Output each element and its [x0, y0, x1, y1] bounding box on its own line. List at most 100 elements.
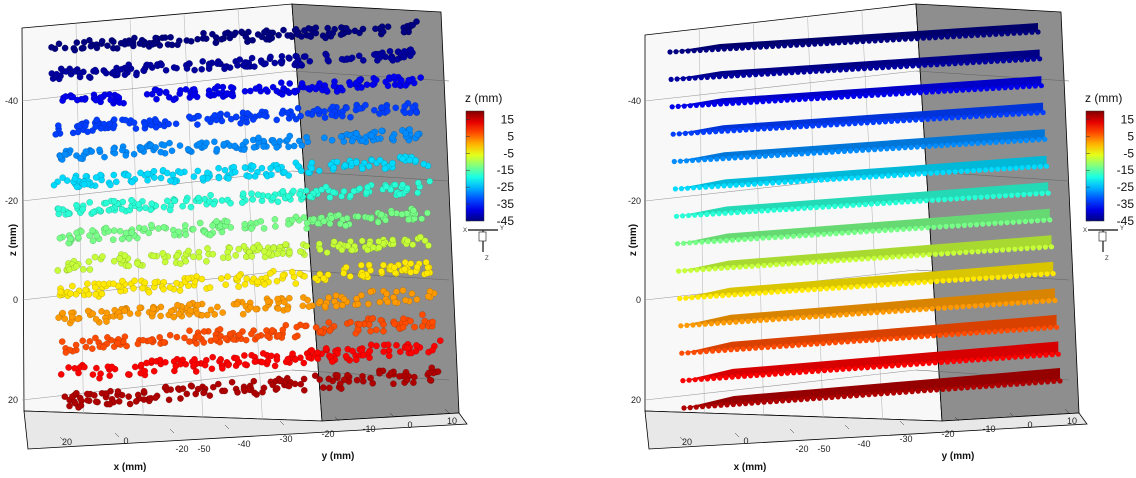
particle: [984, 86, 990, 92]
particle: [182, 361, 190, 368]
particle: [404, 237, 411, 245]
particle: [1029, 326, 1035, 332]
particle: [708, 156, 714, 162]
particle: [131, 363, 139, 371]
particle: [86, 73, 93, 81]
particle: [429, 318, 436, 326]
particle: [935, 305, 941, 311]
particle: [777, 207, 783, 213]
particle: [206, 284, 214, 291]
particle: [966, 87, 972, 93]
particle: [220, 140, 228, 148]
particle: [177, 260, 184, 267]
particle: [786, 397, 792, 404]
grid-line-vertical: [807, 16, 824, 418]
particle: [823, 149, 829, 156]
particle: [62, 349, 70, 356]
particle: [1014, 84, 1020, 90]
particle: [57, 371, 65, 378]
particle-layer: [680, 341, 1061, 384]
particle: [1030, 137, 1036, 143]
particle: [360, 351, 367, 359]
particle: [121, 41, 128, 48]
particle: [885, 173, 891, 179]
particle: [398, 77, 405, 85]
particle: [203, 139, 210, 147]
particle: [808, 96, 814, 102]
particle: [745, 45, 751, 51]
particle: [233, 355, 240, 362]
particle: [908, 36, 914, 42]
particle: [940, 278, 946, 284]
particle: [128, 178, 136, 186]
particle: [271, 216, 279, 223]
particle: [848, 39, 854, 45]
particle: [264, 298, 272, 305]
x-tick-label: 0: [123, 436, 128, 446]
particle: [790, 97, 796, 103]
particle: [849, 66, 855, 72]
particle: [365, 261, 373, 269]
y-tick-label: -30: [899, 434, 912, 444]
particle: [808, 341, 814, 347]
particle: [209, 250, 217, 258]
particle: [672, 186, 678, 192]
particle: [943, 223, 949, 230]
particle: [830, 176, 837, 182]
particle: [402, 296, 409, 304]
particle: [679, 350, 685, 356]
colorbar-tick-label: -15: [1117, 163, 1135, 177]
particle: [164, 197, 171, 205]
triad-box: [1098, 231, 1107, 242]
particle: [951, 142, 957, 148]
particle: [853, 256, 859, 263]
particle: [839, 339, 845, 345]
particle: [407, 52, 414, 60]
particle: [106, 372, 113, 379]
particle: [335, 211, 342, 219]
particle: [303, 242, 310, 250]
particle: [706, 266, 712, 272]
particle: [58, 338, 66, 345]
particle: [66, 402, 73, 410]
particle: [704, 211, 710, 217]
particle: [91, 392, 98, 399]
particle: [312, 29, 320, 37]
particle: [286, 294, 293, 302]
particle: [86, 37, 93, 44]
particle: [194, 121, 201, 128]
particle: [1010, 111, 1016, 117]
particle: [929, 89, 935, 95]
particle: [100, 280, 108, 288]
particle: [257, 218, 265, 225]
particle: [397, 348, 404, 355]
particle: [152, 124, 160, 131]
particle: [683, 295, 689, 301]
particle: [136, 40, 144, 47]
particle: [195, 333, 203, 340]
particle: [125, 262, 132, 270]
grid-line-vertical: [237, 8, 263, 420]
particle: [857, 338, 863, 344]
particle: [1010, 219, 1016, 225]
particle: [748, 99, 754, 105]
particle: [960, 304, 966, 310]
particle: [167, 177, 174, 185]
particle: [998, 220, 1004, 226]
particle: [854, 393, 860, 399]
particle: [843, 67, 849, 73]
particle: [241, 352, 248, 359]
particle: [952, 277, 958, 283]
particle: [376, 110, 383, 117]
particle: [884, 146, 890, 152]
particle: [937, 116, 943, 122]
particle: [888, 118, 895, 124]
particle: [434, 368, 442, 375]
particle: [911, 198, 917, 205]
particle: [698, 376, 704, 382]
particle: [736, 237, 742, 243]
particle: [413, 263, 421, 271]
particle: [691, 185, 697, 191]
particle: [1042, 244, 1048, 250]
particle: [343, 55, 351, 62]
